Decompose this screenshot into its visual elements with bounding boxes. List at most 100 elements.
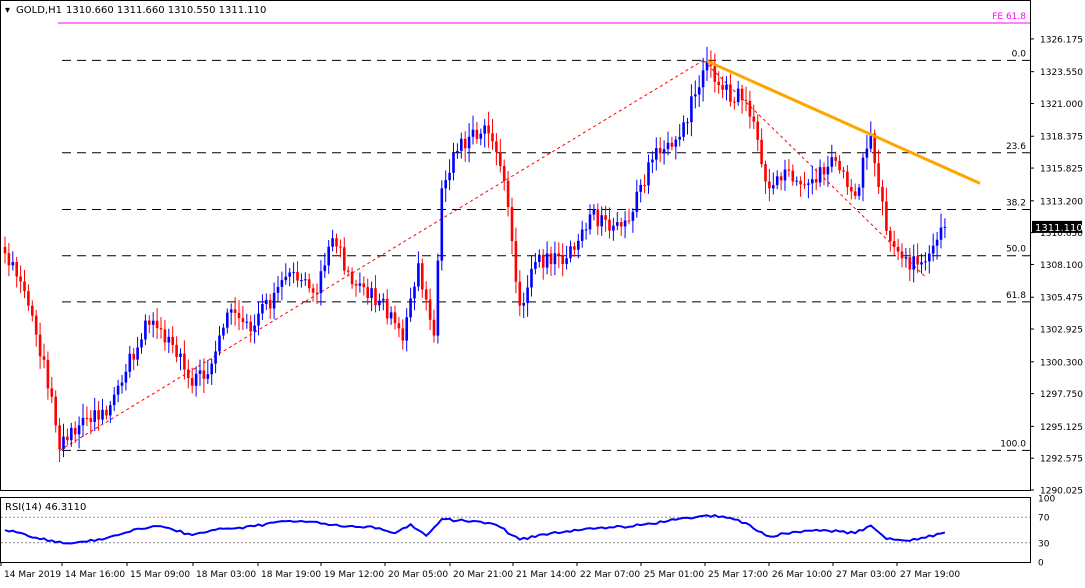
bear-candle [643,174,646,194]
bear-candle [557,242,561,269]
bear-candle [733,96,736,110]
candle-body [502,166,506,181]
price-tick-label: 1326.175 [1040,35,1083,45]
rsi-tick-label: 70 [1038,514,1050,524]
bear-candle [31,300,34,322]
candle-body [557,253,561,256]
candle-body [245,321,249,323]
candle-body [358,283,362,286]
bear-candle [787,159,791,177]
time-tick-label: 20 Mar 21:00 [453,570,513,580]
candle-body [791,170,795,182]
bull-candle [690,84,693,137]
candle-body [686,122,689,124]
bull-candle [666,131,670,156]
bull-candle [483,119,486,148]
candle-body [538,254,541,262]
zigzag-segment[interactable] [702,60,926,278]
candle-body [908,257,912,270]
rsi-line [4,513,946,545]
bear-candle [85,406,89,427]
candle-body [237,312,241,319]
bull-candle [214,340,217,374]
bull-candle [288,267,291,287]
bull-candle [694,80,697,109]
bull-candle [222,323,225,340]
price-tick-label: 1297.750 [1040,390,1083,400]
candle-body [881,186,884,202]
candle-body [510,207,514,242]
candle-body [339,246,342,248]
candle-body [93,410,96,422]
bear-candle [475,121,479,144]
candle-body [740,88,744,101]
time-tick-label: 14 Mar 16:00 [65,570,125,580]
candle-body [350,271,354,285]
candle-body [483,125,486,134]
price-tick-label: 1313.200 [1040,197,1083,207]
bear-candle [506,171,510,217]
candle-body [553,253,557,265]
bull-candle [245,313,249,329]
candle-body [405,317,408,341]
candle-body [565,258,568,264]
bear-candle [58,418,61,463]
bull-candle [456,143,459,159]
bull-candle [272,282,276,320]
resistance-trendline[interactable] [706,59,981,185]
candle-body [877,163,880,187]
bear-candle [846,165,849,195]
candle-body [155,320,159,329]
candle-body [916,256,919,265]
candle-body [651,159,654,163]
candle-body [241,318,245,323]
candle-body [136,347,139,360]
candle-body [167,336,171,343]
bear-candle [15,256,18,288]
bull-candle [280,271,284,301]
candle-body [822,167,826,175]
price-tick-label: 1292.575 [1040,455,1083,465]
candle-body [31,305,34,316]
fibonacci-retracement[interactable]: 0.0 23.6 38.2 50.0 61.8 100.0 FE 61.8 [58,12,1030,451]
candle-body [803,184,806,186]
bear-candle [518,270,522,317]
candle-body [335,238,338,247]
candle-body [66,436,69,441]
candle-body [34,315,38,335]
symbol-title: GOLD,H1 [16,5,62,16]
candle-body [830,157,834,167]
bear-candle [721,76,724,99]
bear-candle [916,243,919,273]
bear-candle [296,261,299,288]
candle-body [354,284,358,286]
candle-body [132,353,135,360]
bull-candle [448,159,451,191]
price-tick-label: 1310.650 [1040,229,1083,239]
bull-candle [545,241,549,275]
candle-body [50,388,54,397]
bull-candle [194,366,198,397]
symbol-dropdown-icon[interactable]: ▾ [5,5,10,16]
candle-body [729,84,732,102]
candle-body [834,157,837,161]
bull-candle [331,229,334,252]
candle-body [577,240,580,250]
zigzag-lines[interactable] [59,60,926,451]
candle-body [206,374,210,379]
bear-candle [311,283,315,302]
candle-body [280,280,284,287]
candle-body [736,88,740,103]
bull-candle [440,180,444,271]
trendline-segment[interactable] [706,59,981,185]
bear-candle [877,149,880,194]
bull-candle [81,403,85,437]
candle-body [495,141,498,153]
fibo-expansion-label: FE 61.8 [992,12,1026,22]
candle-body [105,409,108,416]
bull-candle [682,115,685,142]
candle-body [655,148,658,160]
bull-candle [389,306,393,325]
candle-body [682,122,685,137]
candle-body [779,176,783,181]
